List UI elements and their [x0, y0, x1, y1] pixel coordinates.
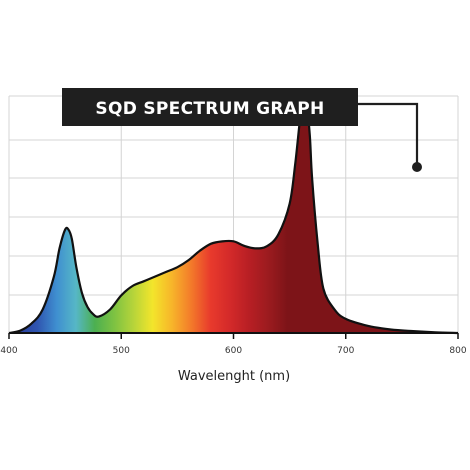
leader-dot-icon	[412, 162, 422, 172]
x-axis-ticks: 400 500 600 700 800	[0, 333, 467, 356]
x-tick-label: 600	[225, 346, 242, 356]
chart-title: SQD SPECTRUM GRAPH	[95, 99, 324, 119]
x-axis-label: Wavelenght (nm)	[178, 369, 290, 384]
x-tick-label: 800	[449, 346, 466, 356]
x-tick-label: 700	[337, 346, 354, 356]
spectrum-outline	[8, 96, 459, 335]
title-badge: SQD SPECTRUM GRAPH	[62, 88, 422, 172]
x-tick-label: 500	[113, 346, 130, 356]
title-background	[62, 88, 358, 126]
x-tick-label: 400	[0, 346, 17, 356]
title-leader-line	[358, 102, 419, 166]
spectrum-area	[9, 97, 458, 333]
